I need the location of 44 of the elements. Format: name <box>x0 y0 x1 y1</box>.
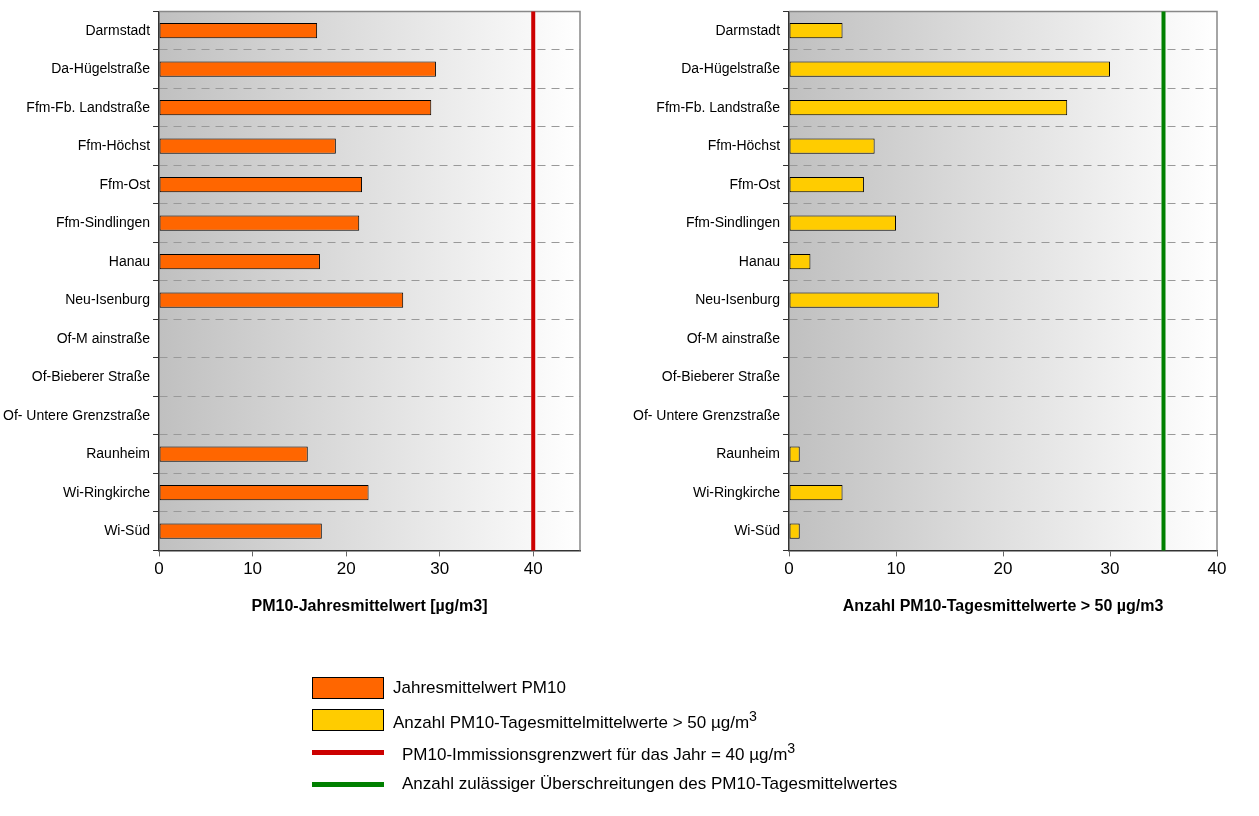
y-tick-label: Hanau <box>738 252 781 269</box>
y-tick-label: Da-Hügelstraße <box>51 60 151 77</box>
x-axis-title: PM10-Jahresmittelwert [µg/m3] <box>251 596 488 614</box>
y-tick-label: Wi-Ringkirche <box>62 483 151 500</box>
y-tick-label: Of- Untere Grenzstraße <box>632 406 781 423</box>
x-tick-label: 30 <box>1100 559 1120 579</box>
y-tick-label: Wi-Süd <box>734 522 781 539</box>
x-tick-label: 10 <box>243 559 263 579</box>
y-tick-label: Ffm-Fb. Landstraße <box>26 98 151 115</box>
y-tick-label: Of-M ainstraße <box>56 329 151 346</box>
y-tick-label: Ffm-Höchst <box>77 137 151 154</box>
legend-label: Jahresmittelwert PM10 <box>393 678 566 698</box>
x-tick-label: 20 <box>336 559 356 579</box>
x-tick-label: 0 <box>154 559 164 579</box>
y-tick-label: Ffm-Sindlingen <box>55 214 151 231</box>
y-tick-label: Darmstadt <box>715 21 781 38</box>
legend-label: PM10-Immissionsgrenzwert für das Jahr = 40 µg/m$^{3}$ <box>402 739 796 765</box>
y-tick-label: Ffm-Sindlingen <box>685 214 781 231</box>
y-tick-label: Wi-Süd <box>104 522 151 539</box>
x-axis-title: Anzahl PM10-Tagesmittelwerte > 50 µg/m3 <box>842 596 1164 614</box>
y-tick-label: Ffm-Höchst <box>707 137 781 154</box>
y-tick-label: Hanau <box>108 252 151 269</box>
x-tick-label: 10 <box>886 559 906 579</box>
y-tick-label: Darmstadt <box>85 21 151 38</box>
y-tick-label: Raunheim <box>86 445 151 462</box>
y-tick-label: Ffm-Ost <box>99 175 151 192</box>
y-tick-label: Of-Bieberer Straße <box>31 368 151 385</box>
y-tick-label: Ffm-Ost <box>729 175 781 192</box>
y-tick-label: Of- Untere Grenzstraße <box>2 406 151 423</box>
y-tick-label: Neu-Isenburg <box>65 291 151 308</box>
y-tick-label: Of-M ainstraße <box>686 329 781 346</box>
y-tick-label: Of-Bieberer Straße <box>661 368 781 385</box>
x-tick-label: 30 <box>430 559 450 579</box>
x-tick-label: 40 <box>1207 559 1227 579</box>
y-tick-label: Raunheim <box>716 445 781 462</box>
legend-label: Anzahl zulässiger Überschreitungen des PM10-Tagesmittelwertes <box>402 774 898 794</box>
x-tick-label: 0 <box>784 559 794 579</box>
y-tick-label: Da-Hügelstraße <box>681 60 781 77</box>
x-tick-label: 40 <box>523 559 543 579</box>
x-tick-label: 20 <box>993 559 1013 579</box>
y-tick-label: Neu-Isenburg <box>695 291 781 308</box>
legend-label: Anzahl PM10-Tagesmittelmittelwerte > 50 µg/m$^{3}$ <box>393 707 757 733</box>
y-tick-label: Wi-Ringkirche <box>692 483 781 500</box>
y-tick-label: Ffm-Fb. Landstraße <box>656 98 781 115</box>
